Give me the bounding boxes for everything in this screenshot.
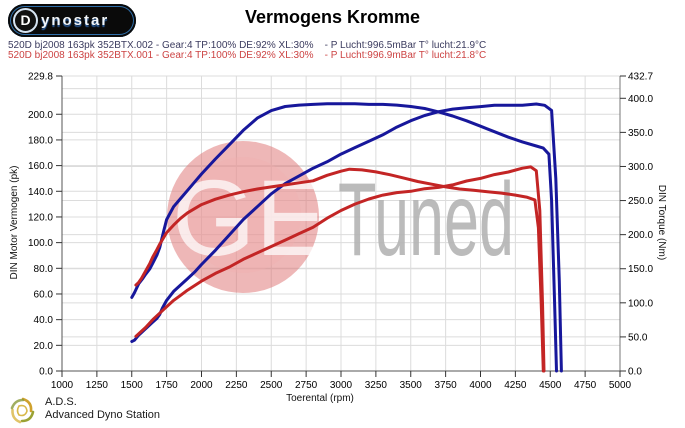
y-axis-right-title: DIN Torque (Nm) [656, 184, 667, 261]
power-curve-run-001 [134, 165, 546, 373]
y-left-tick-label: 60.0 [34, 289, 54, 300]
watermark-ge-text: GE [172, 157, 327, 278]
y-right-tick-label: 100.0 [628, 298, 653, 309]
x-tick-label: 3500 [400, 380, 423, 391]
x-tick-label: 1250 [86, 380, 109, 391]
y-right-tick-label: 300.0 [628, 162, 653, 173]
y-left-tick-label: 40.0 [34, 315, 54, 326]
legend-run-001: 520D bj2008 163pk 352BTX.001 - Gear:4 TP… [8, 50, 487, 61]
y-left-tick-label: 180.0 [28, 135, 53, 146]
x-tick-label: 2250 [225, 380, 248, 391]
y-left-tick-label: 160.0 [28, 161, 53, 172]
y-right-tick-label: 432.7 [628, 72, 653, 83]
ads-brand-full: Advanced Dyno Station [45, 409, 160, 421]
dynostar-logo-d-icon: D [13, 8, 38, 33]
x-tick-label: 4250 [504, 380, 527, 391]
watermark-tuned-text: Tuned [338, 162, 514, 278]
y-left-tick-label: 80.0 [34, 264, 54, 275]
y-left-tick-label: 20.0 [34, 341, 54, 352]
power-curve-run-002 [130, 102, 563, 373]
torque-curve-run-002 [130, 102, 558, 373]
x-tick-label: 2750 [295, 380, 318, 391]
y-axis-left-title: DIN Motor Vermogen (pk) [9, 165, 20, 280]
dynostar-logo-text: ynostar [41, 12, 110, 29]
x-axis-title: Toerental (rpm) [286, 393, 354, 404]
x-tick-label: 3250 [365, 380, 388, 391]
page-title: Vermogens Kromme [244, 7, 421, 27]
x-tick-label: 2000 [190, 380, 213, 391]
x-tick-label: 4000 [469, 380, 492, 391]
watermark-circle [167, 141, 319, 293]
y-right-tick-label: 150.0 [628, 264, 653, 275]
x-tick-label: 3000 [330, 380, 353, 391]
x-tick-label: 1750 [156, 380, 179, 391]
legend-run-002: 520D bj2008 163pk 352BTX.002 - Gear:4 TP… [8, 40, 487, 51]
y-right-tick-label: 250.0 [628, 196, 653, 207]
ads-brand-text: A.D.S. Advanced Dyno Station [45, 396, 160, 422]
y-right-tick-label: 350.0 [628, 128, 653, 139]
y-left-tick-label: 140.0 [28, 187, 53, 198]
x-tick-label: 4750 [574, 380, 597, 391]
x-tick-label: 2500 [260, 380, 283, 391]
x-tick-label: 4500 [539, 380, 562, 391]
ads-swirl-icon [10, 397, 35, 424]
x-tick-label: 3750 [435, 380, 458, 391]
x-tick-label: 5000 [609, 380, 632, 391]
y-left-tick-label: 229.8 [28, 72, 53, 83]
torque-curve-run-001 [134, 167, 545, 373]
x-tick-label: 1500 [121, 380, 144, 391]
y-right-tick-label: 200.0 [628, 230, 653, 241]
y-left-tick-label: 200.0 [28, 110, 53, 121]
x-tick-label: 1000 [51, 380, 74, 391]
y-left-tick-label: 100.0 [28, 238, 53, 249]
dynostar-logo: D ynostar [8, 4, 136, 37]
y-right-tick-label: 50.0 [628, 332, 648, 343]
y-left-tick-label: 0.0 [39, 367, 53, 378]
y-left-tick-label: 120.0 [28, 212, 53, 223]
ads-brand-abbr: A.D.S. [45, 396, 77, 408]
y-right-tick-label: 0.0 [628, 367, 642, 378]
y-right-tick-label: 400.0 [628, 94, 653, 105]
